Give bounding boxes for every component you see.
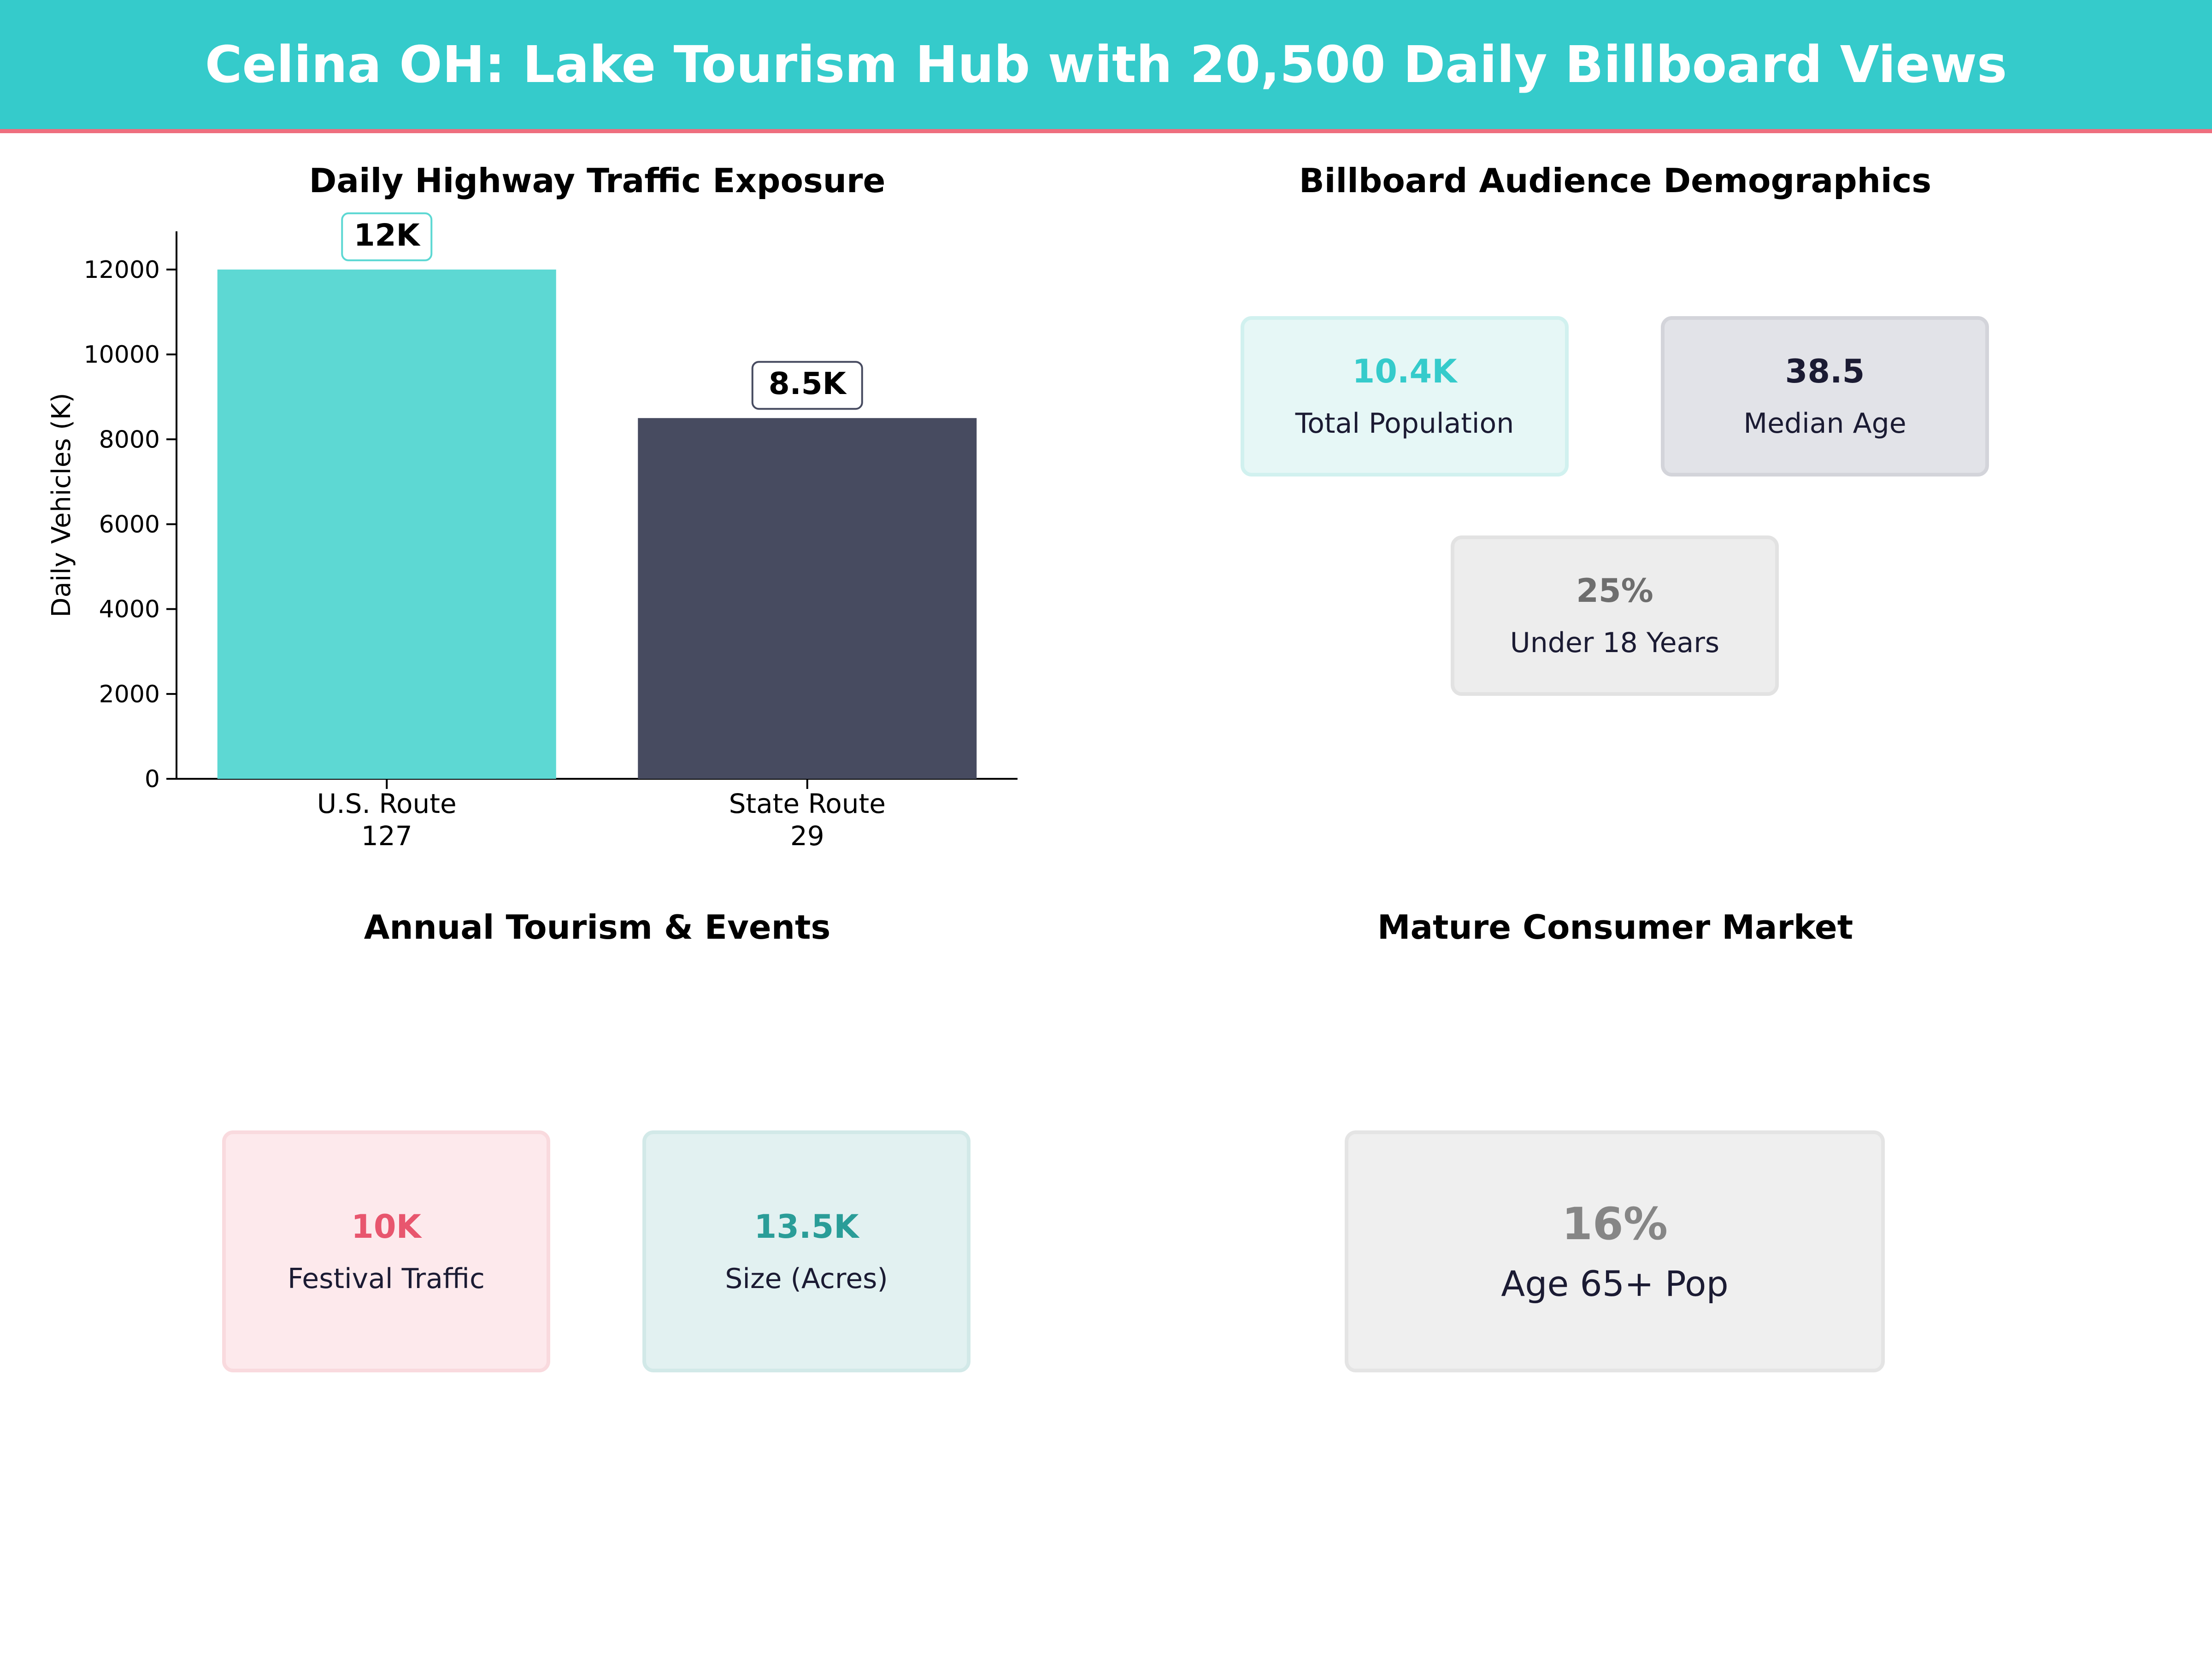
bar [638, 418, 977, 779]
header-banner: Celina OH: Lake Tourism Hub with 20,500 … [0, 0, 2212, 133]
age-65-value: 16% [1562, 1198, 1668, 1250]
y-tick-label: 2000 [99, 681, 160, 708]
data-label: 8.5K [769, 366, 847, 401]
x-tick-label: 127 [361, 820, 412, 852]
lake-size-card: 13.5K Size (Acres) [642, 1130, 971, 1372]
y-tick-label: 6000 [99, 511, 160, 538]
bar [217, 269, 556, 779]
age-65-label: Age 65+ Pop [1501, 1263, 1729, 1304]
y-axis-label: Daily Vehicles (K) [47, 393, 76, 617]
y-tick-label: 10000 [84, 341, 160, 369]
median-age-label: Median Age [1743, 407, 1906, 440]
x-tick-label: State Route [729, 788, 886, 819]
y-tick-label: 4000 [99, 596, 160, 624]
lake-size-value: 13.5K [754, 1207, 859, 1246]
data-label-box [341, 212, 433, 261]
traffic-bar-chart: 0 2000 4000 6000 8000 10000 12000 Daily Vehicle… [47, 212, 1018, 852]
lake-size-label: Size (Acres) [725, 1262, 888, 1295]
total-population-card: 10.4K Total Population [1241, 316, 1569, 477]
tourism-title: Annual Tourism & Events [364, 908, 831, 947]
under-18-label: Under 18 Years [1510, 627, 1720, 659]
page-title: Celina OH: Lake Tourism Hub with 20,500 … [205, 35, 2007, 94]
y-tick-label: 0 [145, 765, 160, 793]
y-tick-label: 12000 [84, 256, 160, 284]
data-label-box [751, 361, 863, 410]
festival-traffic-label: Festival Traffic [288, 1262, 485, 1295]
age-65-card: 16% Age 65+ Pop [1345, 1130, 1885, 1372]
festival-traffic-value: 10K [351, 1207, 421, 1246]
demographics-title: Billboard Audience Demographics [1299, 161, 1932, 200]
x-tick-label: 29 [790, 820, 824, 852]
median-age-card: 38.5 Median Age [1661, 316, 1989, 477]
festival-traffic-card: 10K Festival Traffic [222, 1130, 550, 1372]
y-tick-label: 8000 [99, 426, 160, 453]
median-age-value: 38.5 [1785, 353, 1865, 390]
under-18-card: 25% Under 18 Years [1451, 535, 1779, 696]
total-population-value: 10.4K [1352, 353, 1457, 390]
total-population-label: Total Population [1295, 407, 1514, 440]
under-18-value: 25% [1576, 572, 1653, 610]
traffic-chart-title: Daily Highway Traffic Exposure [309, 161, 886, 200]
x-tick-label: U.S. Route [317, 788, 457, 819]
market-title: Mature Consumer Market [1377, 908, 1853, 947]
data-label: 12K [354, 218, 421, 253]
